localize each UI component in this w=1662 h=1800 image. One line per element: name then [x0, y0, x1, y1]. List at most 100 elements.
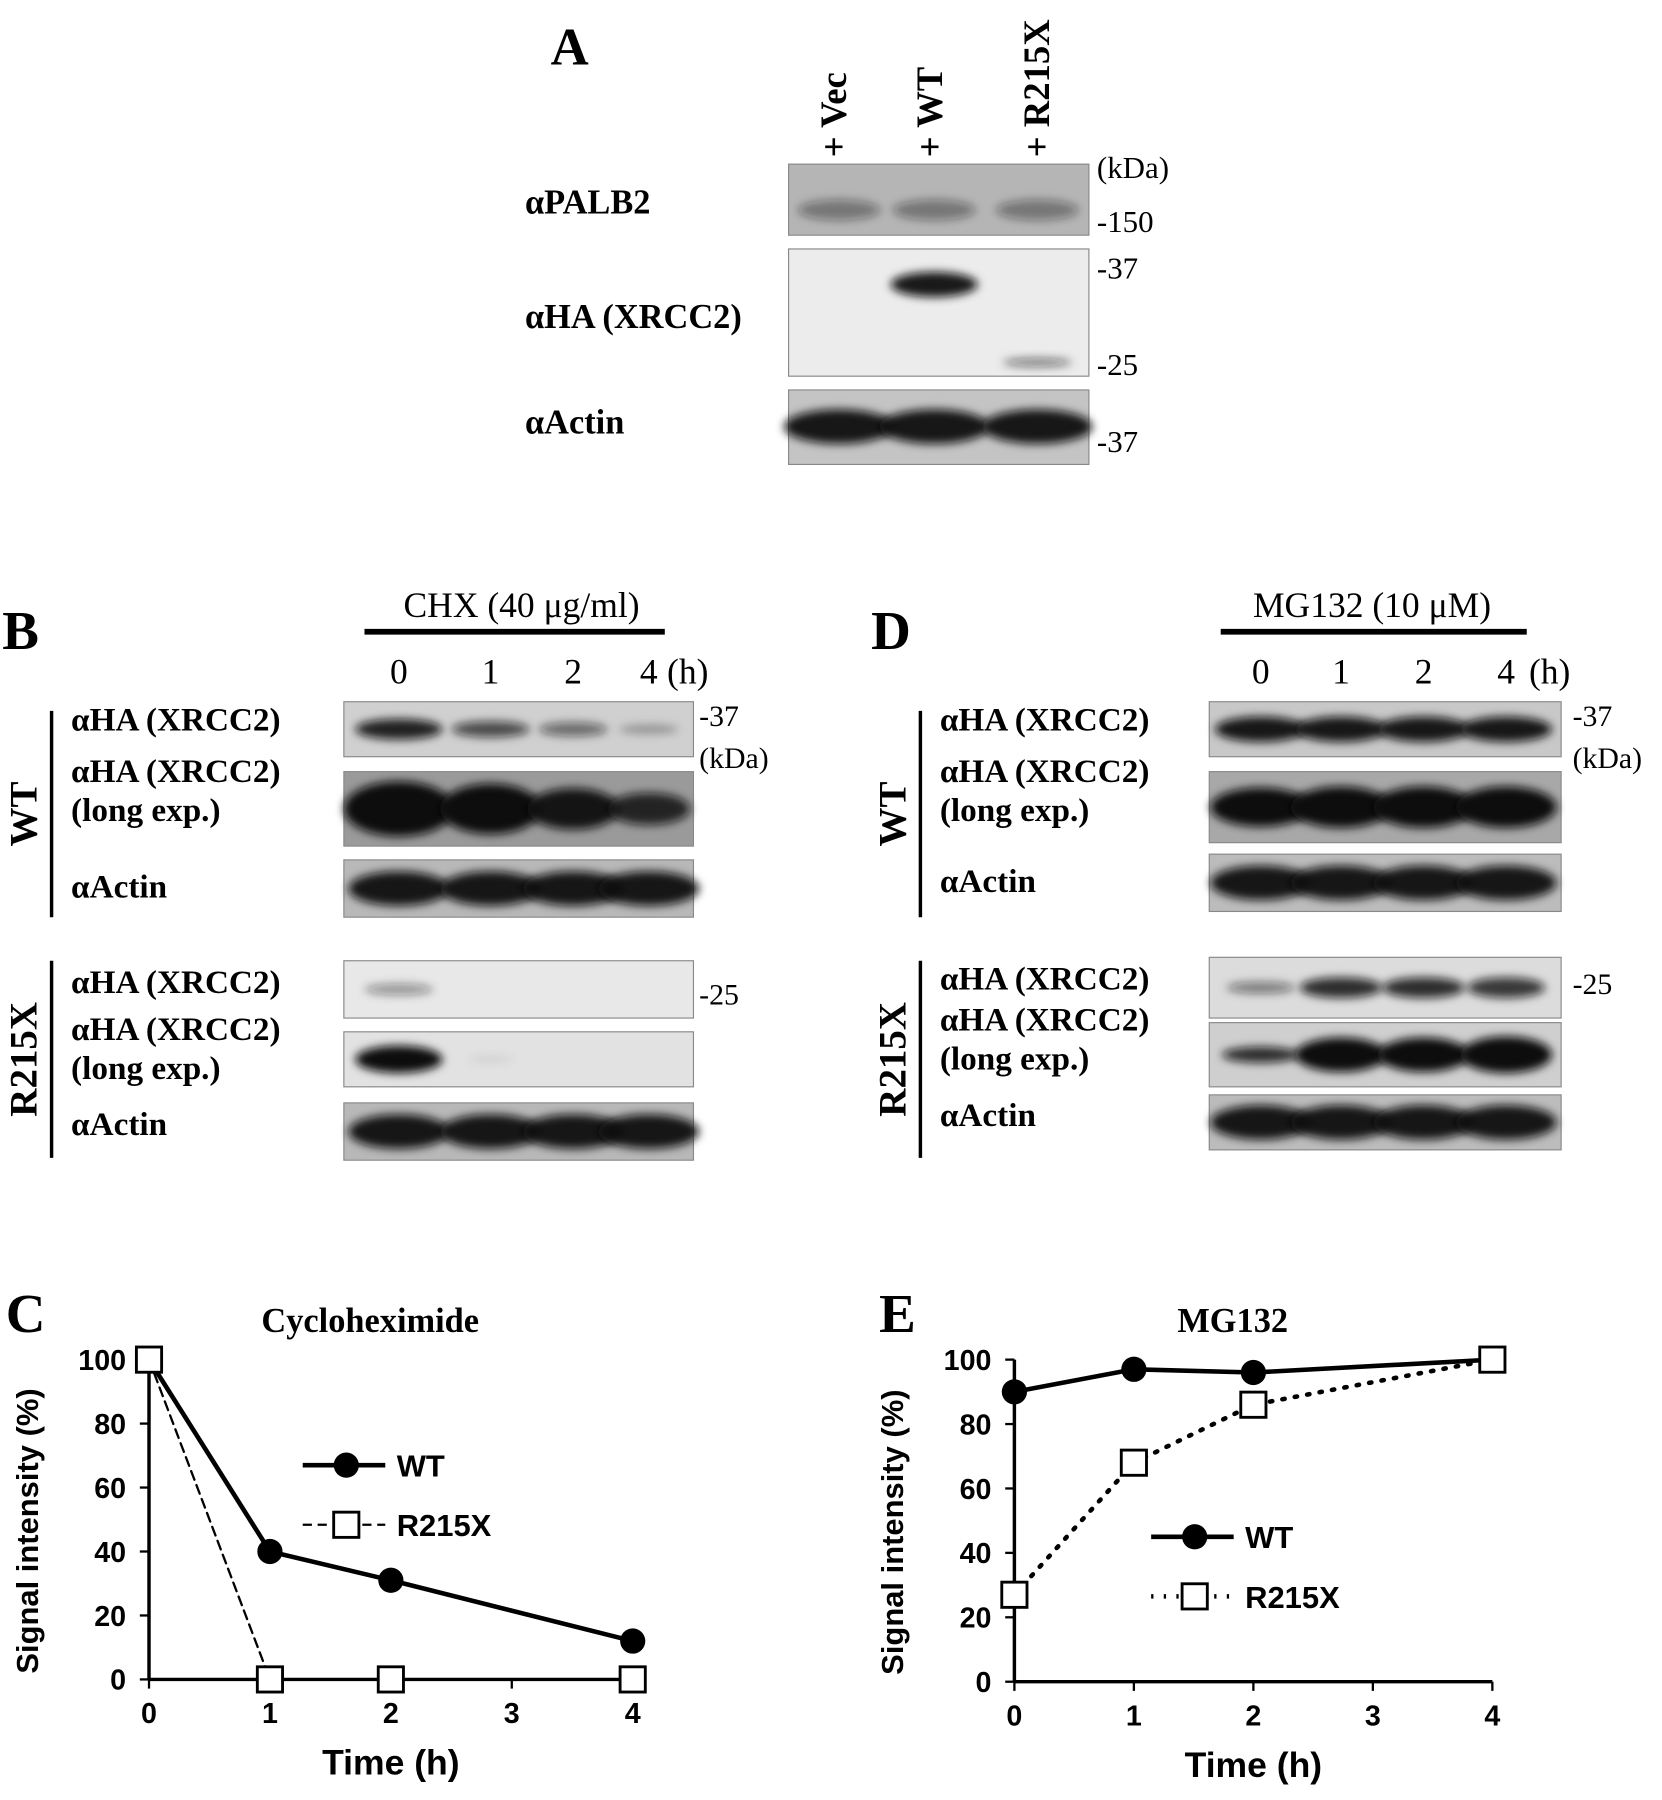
series-line — [147, 1358, 634, 1681]
blot-band — [348, 871, 450, 906]
point — [1001, 1379, 1028, 1405]
lane-label: + WT — [909, 67, 950, 157]
point — [620, 1628, 646, 1654]
series-line — [146, 1357, 635, 1644]
chart-title: Cycloheximide — [261, 1302, 479, 1340]
treatment-label: MG132 (10 μM) — [1253, 585, 1491, 625]
blot-band — [1299, 977, 1383, 999]
size-marker: -150 — [1097, 204, 1154, 239]
row-label: αHA (XRCC2) — [940, 1002, 1150, 1039]
blot-band — [1290, 786, 1392, 828]
size-marker: -25 — [1097, 347, 1138, 382]
row-label: (long exp.) — [71, 792, 220, 829]
blot-band — [892, 199, 976, 221]
blot-band — [1460, 1036, 1552, 1074]
x-tick-label: 0 — [141, 1698, 157, 1730]
row-label: (long exp.) — [71, 1050, 220, 1087]
x-tick-label: 2 — [383, 1698, 399, 1730]
row-label: αActin — [525, 403, 624, 441]
time-label: 2 — [564, 651, 582, 691]
row-label: (long exp.) — [940, 1041, 1089, 1078]
blot-band — [522, 1114, 624, 1149]
y-tick-label: 0 — [110, 1665, 126, 1697]
panel-label: D — [871, 600, 911, 661]
group-label: R215X — [872, 1002, 915, 1117]
blot-band — [1467, 977, 1546, 999]
blot — [788, 163, 1090, 236]
point — [1121, 1356, 1147, 1382]
y-axis-title: Signal intensity (%) — [875, 1389, 910, 1674]
legend-marker — [332, 1510, 361, 1539]
blot-band — [879, 409, 990, 444]
time-unit: (h) — [667, 651, 708, 691]
blot-band — [1290, 1105, 1392, 1140]
group-label: R215X — [3, 1002, 46, 1117]
panel-label: E — [879, 1283, 916, 1344]
blot-band — [1210, 865, 1312, 900]
treatment-label: CHX (40 μg/ml) — [403, 585, 639, 625]
series-line — [1012, 1357, 1495, 1598]
row-label: αHA (XRCC2) — [525, 298, 742, 336]
row-label: αHA (XRCC2) — [71, 1011, 281, 1048]
y-tick-label: 80 — [94, 1409, 126, 1441]
group-label: WT — [3, 782, 46, 847]
row-label: αHA (XRCC2) — [940, 960, 1150, 997]
point — [1000, 1580, 1029, 1609]
blot-band — [1226, 981, 1296, 994]
blot-band — [451, 721, 530, 738]
blot-band — [648, 988, 650, 990]
blot-band — [364, 983, 434, 996]
blot-band — [1373, 786, 1475, 828]
time-label: 2 — [1415, 651, 1433, 691]
time-label: 1 — [1332, 651, 1350, 691]
x-tick-label: 2 — [1245, 1700, 1261, 1732]
blot-band — [797, 199, 881, 221]
time-unit: (h) — [1529, 651, 1570, 691]
size-marker: -37 — [699, 700, 739, 733]
y-tick-label: 20 — [960, 1603, 992, 1635]
point — [1478, 1345, 1507, 1374]
blot-band — [1214, 716, 1307, 742]
blot-band — [527, 788, 619, 830]
time-label: 4 — [1497, 651, 1515, 691]
legend-marker — [333, 1452, 359, 1478]
blot-band — [572, 1058, 574, 1060]
blot-band — [1210, 787, 1312, 827]
blot-band — [343, 781, 454, 837]
point — [1240, 1359, 1266, 1386]
blot-band — [996, 199, 1079, 221]
y-axis-title: Signal intensity (%) — [10, 1388, 45, 1673]
blot-band — [355, 1045, 443, 1074]
blot-band — [440, 1114, 542, 1149]
lane-label: + R215X — [1016, 19, 1057, 158]
size-marker: -25 — [1573, 968, 1613, 1001]
y-tick-label: 40 — [94, 1537, 126, 1569]
row-label: αActin — [71, 869, 167, 906]
y-tick-label: 60 — [960, 1474, 992, 1506]
row-label: αActin — [940, 1097, 1036, 1134]
chart-title: MG132 — [1177, 1302, 1288, 1340]
x-axis-title: Time (h) — [322, 1743, 459, 1783]
time-label: 0 — [1252, 651, 1270, 691]
x-tick-label: 0 — [1006, 1700, 1022, 1732]
blot — [788, 248, 1090, 377]
blot-band — [1377, 716, 1470, 742]
blot-band — [982, 409, 1093, 444]
row-label: αPALB2 — [525, 183, 651, 221]
x-tick-label: 3 — [504, 1698, 520, 1730]
blot-band — [1373, 1105, 1475, 1140]
size-marker: -25 — [699, 978, 739, 1011]
blot-band — [598, 1114, 700, 1149]
y-tick-label: 100 — [78, 1345, 126, 1377]
blot-band — [440, 871, 542, 906]
blot-band — [1210, 1105, 1312, 1140]
size-marker: -37 — [1097, 424, 1138, 459]
blot-band — [607, 792, 691, 825]
blot-band — [890, 271, 978, 298]
blot-band — [1290, 865, 1392, 900]
blot-band — [1455, 786, 1557, 828]
blot-band — [648, 1058, 650, 1060]
x-tick-label: 4 — [625, 1698, 641, 1730]
series-line — [1012, 1357, 1495, 1395]
